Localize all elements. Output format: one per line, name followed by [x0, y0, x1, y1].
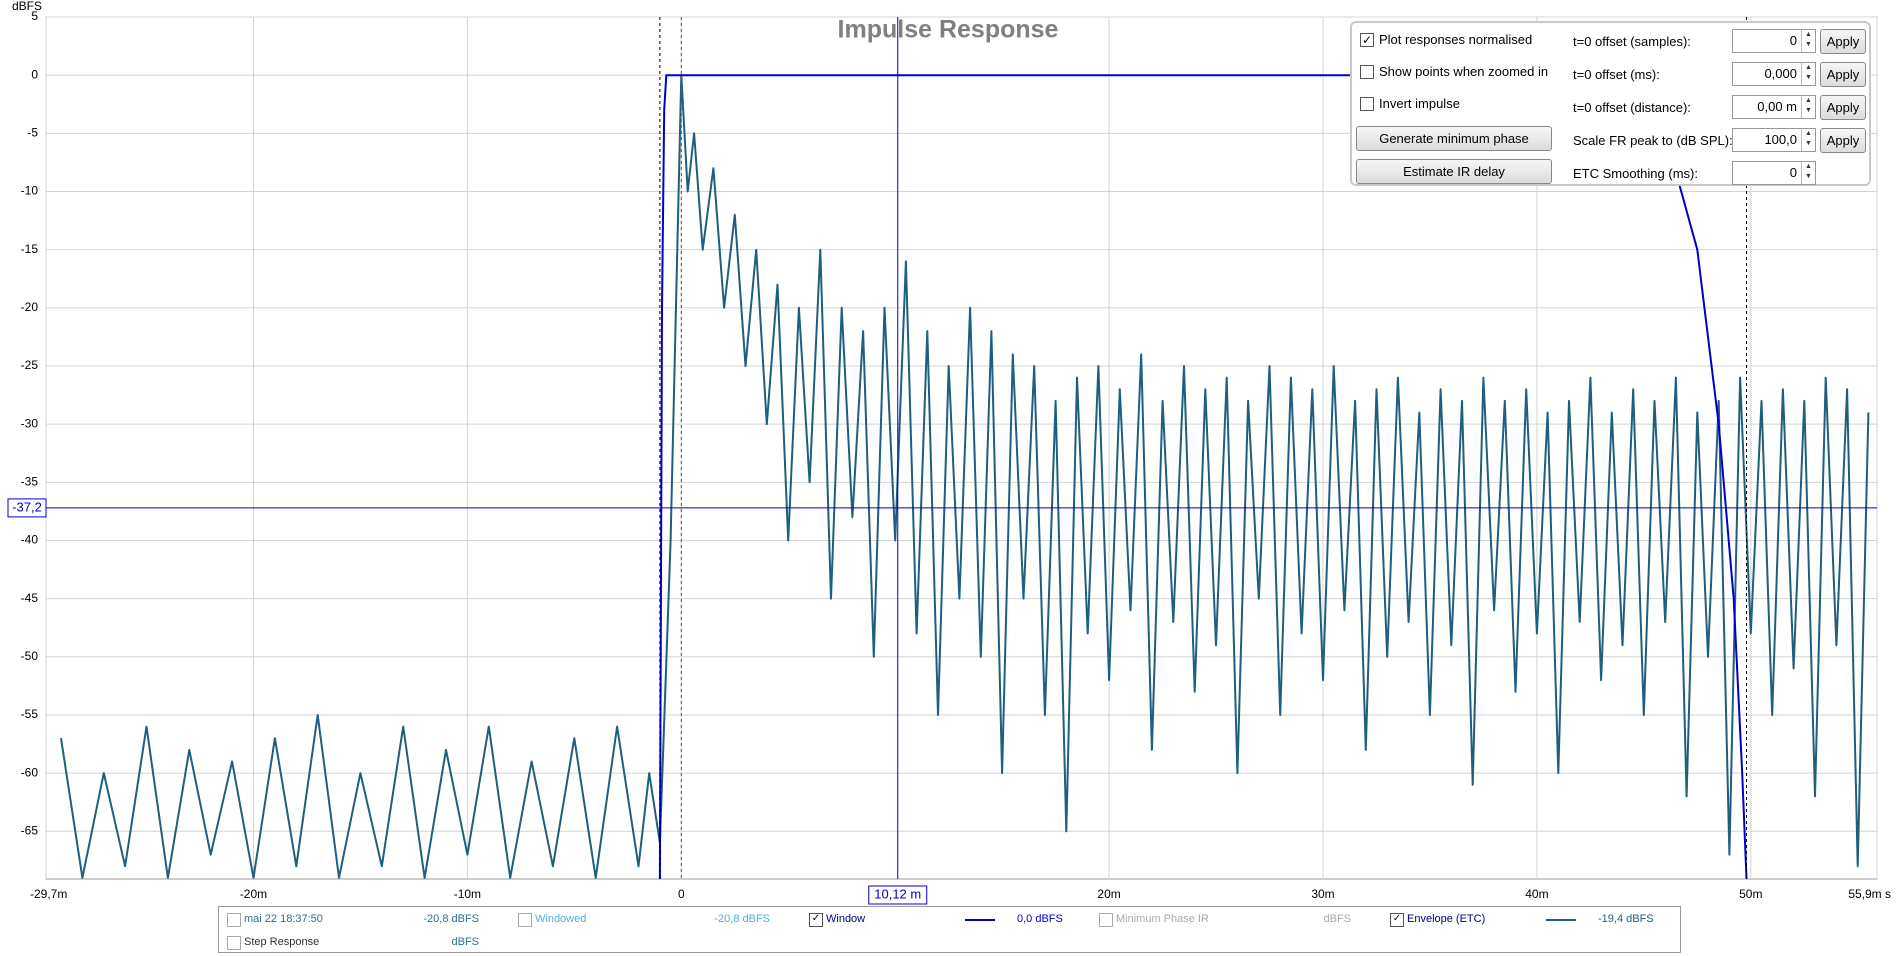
- legend-value: -20,8 dBFS: [714, 913, 770, 925]
- cursor-x-label: 10,12 m: [874, 886, 921, 901]
- y-tick-label: -35: [21, 474, 39, 488]
- checkbox[interactable]: [1360, 97, 1374, 111]
- field-label: t=0 offset (distance):: [1573, 100, 1691, 115]
- y-tick-label: -20: [21, 300, 39, 314]
- checkbox-label: Show points when zoomed in: [1379, 64, 1549, 79]
- spinner[interactable]: ▲ ▼: [1801, 63, 1815, 85]
- number-input[interactable]: 0,000 ▲ ▼: [1732, 62, 1816, 86]
- x-tick-label: -20m: [240, 887, 267, 901]
- spinner[interactable]: ▲ ▼: [1801, 96, 1815, 118]
- spinner[interactable]: ▲ ▼: [1801, 162, 1815, 184]
- legend-name: Minimum Phase IR: [1116, 913, 1209, 925]
- x-tick-label: 55,9m s: [1848, 887, 1891, 901]
- spinner[interactable]: ▲ ▼: [1801, 30, 1815, 52]
- y-tick-label: 0: [31, 67, 38, 81]
- y-tick-label: -25: [21, 358, 39, 372]
- legend-name: mai 22 18:37:50: [244, 913, 323, 925]
- legend-checkbox[interactable]: [1099, 913, 1113, 927]
- x-tick-label: 20m: [1097, 887, 1120, 901]
- legend-checkbox[interactable]: ✓: [809, 913, 823, 927]
- legend-swatch: [965, 919, 995, 921]
- control-panel: ✓ Plot responses normalised Show points wh…: [1350, 21, 1871, 186]
- legend-checkbox[interactable]: [518, 913, 532, 927]
- y-tick-label: -45: [21, 591, 39, 605]
- spinner[interactable]: ▲ ▼: [1801, 129, 1815, 151]
- apply-button[interactable]: Apply: [1820, 62, 1866, 87]
- legend-name: Windowed: [535, 913, 587, 925]
- button[interactable]: Estimate IR delay: [1356, 159, 1552, 184]
- y-tick-label: -60: [21, 765, 39, 779]
- x-tick-label: 30m: [1311, 887, 1334, 901]
- legend-name: Window: [826, 913, 866, 925]
- y-tick-label: -10: [21, 184, 39, 198]
- field-label: ETC Smoothing (ms):: [1573, 166, 1698, 181]
- y-axis-label: dBFS: [12, 0, 42, 13]
- legend-name: Step Response: [244, 936, 320, 948]
- field-label: t=0 offset (samples):: [1573, 34, 1691, 49]
- y-tick-label: -40: [21, 533, 39, 547]
- x-tick-label: 40m: [1525, 887, 1548, 901]
- button[interactable]: Generate minimum phase: [1356, 126, 1552, 151]
- legend-panel: mai 22 18:37:50 -20,8 dBFS Windowed -20,8 d…: [218, 906, 1681, 953]
- legend-value: -20,8 dBFS: [423, 913, 479, 925]
- number-input[interactable]: 0,00 m ▲ ▼: [1732, 95, 1816, 119]
- checkbox[interactable]: [1360, 65, 1374, 79]
- legend-value: 0,0 dBFS: [1017, 913, 1063, 925]
- y-tick-label: -65: [21, 823, 39, 837]
- checkbox-label: Plot responses normalised: [1379, 32, 1533, 47]
- apply-button[interactable]: Apply: [1820, 128, 1866, 153]
- legend-name: Envelope (ETC): [1407, 913, 1486, 925]
- apply-button[interactable]: Apply: [1820, 95, 1866, 120]
- y-tick-label: -55: [21, 707, 39, 721]
- y-tick-label: 5: [31, 9, 38, 23]
- y-tick-label: -5: [27, 126, 38, 140]
- legend-checkbox[interactable]: ✓: [1390, 913, 1404, 927]
- field-label: Scale FR peak to (dB SPL):: [1573, 133, 1733, 148]
- legend-value: -19,4 dBFS: [1598, 913, 1654, 925]
- cursor-x-box: [868, 885, 928, 905]
- number-input[interactable]: 100,0 ▲ ▼: [1732, 128, 1816, 152]
- legend-value: dBFS: [1323, 913, 1351, 925]
- number-input[interactable]: 0 ▲ ▼: [1732, 161, 1816, 185]
- number-input[interactable]: 0 ▲ ▼: [1732, 29, 1816, 53]
- legend-swatch: [1546, 919, 1576, 921]
- legend-checkbox[interactable]: [227, 913, 241, 927]
- cursor-y-box: [7, 498, 47, 518]
- x-tick-label: -10m: [454, 887, 481, 901]
- x-tick-label: 50m: [1739, 887, 1762, 901]
- x-tick-label: 0: [678, 887, 685, 901]
- x-tick-label: -29,7m: [30, 887, 67, 901]
- cursor-y-label: -37,2: [12, 499, 42, 514]
- y-tick-label: -15: [21, 242, 39, 256]
- legend-checkbox[interactable]: [227, 936, 241, 950]
- series-line: [60, 74, 1870, 879]
- y-tick-label: -50: [21, 649, 39, 663]
- checkbox[interactable]: ✓: [1360, 33, 1374, 47]
- y-tick-label: -30: [21, 416, 39, 430]
- field-label: t=0 offset (ms):: [1573, 67, 1660, 82]
- apply-button[interactable]: Apply: [1820, 29, 1866, 54]
- chart-title: Impulse Response: [838, 16, 1059, 44]
- legend-value: dBFS: [451, 936, 479, 948]
- checkbox-label: Invert impulse: [1379, 96, 1460, 111]
